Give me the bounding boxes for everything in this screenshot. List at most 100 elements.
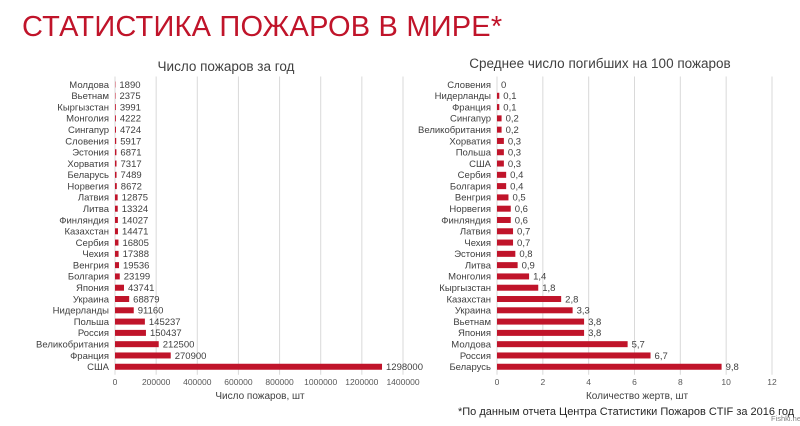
category-label: Кыргызстан <box>57 102 109 113</box>
fires-count-chart: 0 200000 400000 600000 800000 1000000 1200000 1… <box>36 59 423 402</box>
category-label: Финляндия <box>59 215 109 226</box>
category-label: Сербия <box>76 238 109 249</box>
x-axis-title: Число пожаров, шт <box>215 391 305 402</box>
deaths-per-100-chart: 0 2 4 6 8 10 12 Среднее число погибших на 100 п… <box>418 56 777 402</box>
data-label: 0,7 <box>517 227 530 238</box>
category-label: Словения <box>65 136 109 147</box>
bar <box>115 363 383 370</box>
data-label: 0,7 <box>517 238 530 249</box>
data-label: 2,8 <box>565 294 578 305</box>
x-tick-label: 1200000 <box>345 377 378 387</box>
bar <box>497 329 585 336</box>
bar <box>115 216 118 223</box>
category-label: Сингапур <box>450 114 491 125</box>
x-tick-label: 12 <box>767 377 777 387</box>
bar <box>497 171 507 178</box>
data-label: 14471 <box>122 227 148 238</box>
x-tick-label: 6 <box>632 377 637 387</box>
category-label: Сербия <box>458 170 491 181</box>
bar <box>115 307 134 314</box>
category-label: Польша <box>74 317 110 328</box>
x-tick-label: 8 <box>678 377 683 387</box>
category-label: Венгрия <box>455 193 491 204</box>
data-label: 91160 <box>138 306 164 317</box>
category-label: Молдова <box>69 80 109 91</box>
bar <box>115 171 117 178</box>
data-label: 0,2 <box>506 125 519 136</box>
category-label: Украина <box>73 294 110 305</box>
x-tick-label: 1000000 <box>304 377 337 387</box>
bar <box>497 104 500 111</box>
category-label: Латвия <box>460 227 491 238</box>
footnote: *По данным отчета Центра Статистики Пожа… <box>458 406 795 418</box>
data-label: 0,2 <box>506 114 519 125</box>
data-label: 3,8 <box>588 317 601 328</box>
bar <box>497 296 562 303</box>
bar <box>497 216 511 223</box>
category-label: Молдова <box>451 339 491 350</box>
data-label: 2375 <box>119 91 140 102</box>
category-label: Вьетнам <box>453 317 491 328</box>
bar <box>497 126 502 133</box>
bar <box>497 239 514 246</box>
category-label: Норвегия <box>449 204 491 215</box>
data-label: 0,3 <box>508 136 521 147</box>
bar <box>115 296 130 303</box>
category-label: США <box>469 159 492 170</box>
bar <box>115 318 145 325</box>
bar <box>497 284 539 291</box>
category-label: Казахстан <box>64 227 109 238</box>
bar <box>115 341 159 348</box>
bar <box>497 273 530 280</box>
data-label: 0,8 <box>519 249 532 260</box>
bar <box>115 262 120 269</box>
data-label: 145237 <box>149 317 181 328</box>
bar <box>497 228 514 235</box>
data-label: 1890 <box>119 80 140 91</box>
data-label: 3,8 <box>588 328 601 339</box>
category-label: Венгрия <box>73 260 109 271</box>
category-label: Россия <box>78 328 109 339</box>
data-label: 9,8 <box>726 362 739 373</box>
x-tick-label: 200000 <box>142 377 171 387</box>
category-label: Финляндия <box>441 215 491 226</box>
data-label: 3,3 <box>577 306 590 317</box>
category-label: Норвегия <box>67 181 109 192</box>
data-label: 8672 <box>121 181 142 192</box>
bar <box>497 250 516 257</box>
bar <box>497 149 504 156</box>
data-label: 0,3 <box>508 159 521 170</box>
data-label: 3991 <box>120 102 141 113</box>
category-label: Монголия <box>448 272 491 283</box>
bar <box>115 284 124 291</box>
data-label: 0,5 <box>512 193 525 204</box>
category-label: Чехия <box>82 249 109 260</box>
category-label: Болгария <box>450 181 491 192</box>
category-label: Украина <box>455 306 492 317</box>
category-label: Беларусь <box>67 170 109 181</box>
bar <box>115 228 118 235</box>
bar <box>497 363 722 370</box>
category-label: Великобритания <box>418 125 491 136</box>
bar <box>497 160 504 167</box>
bar <box>115 149 117 156</box>
bar <box>115 329 146 336</box>
data-label: 5917 <box>120 136 141 147</box>
data-label: 0,4 <box>510 181 523 192</box>
category-label: Монголия <box>66 114 109 125</box>
bar <box>497 318 585 325</box>
x-tick-label: 600000 <box>224 377 253 387</box>
data-label: 0 <box>501 80 506 91</box>
data-label: 4222 <box>120 114 141 125</box>
category-label: Сингапур <box>68 125 109 136</box>
bar <box>115 273 120 280</box>
category-label: Польша <box>456 148 492 159</box>
x-tick-label: 10 <box>721 377 731 387</box>
bar <box>497 352 651 359</box>
x-tick-label: 800000 <box>265 377 294 387</box>
bar <box>115 205 118 212</box>
category-label: Франция <box>70 351 109 362</box>
category-label: Кыргызстан <box>439 283 491 294</box>
data-label: 150437 <box>150 328 182 339</box>
category-label: Хорватия <box>449 136 491 147</box>
